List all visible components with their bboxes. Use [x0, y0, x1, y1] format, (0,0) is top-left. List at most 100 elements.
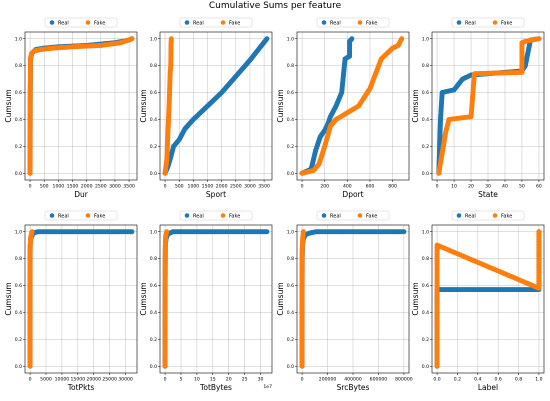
- y-tick-label: 0.0: [422, 171, 429, 177]
- legend-marker-real: [184, 20, 190, 25]
- x-tick-label: 30: [258, 377, 264, 383]
- axes-frame: [431, 224, 545, 374]
- x-tick-label: 30000: [118, 377, 133, 383]
- x-tick-label: 2000: [81, 184, 93, 190]
- axes-frame: [431, 31, 545, 181]
- series-fake: [27, 36, 135, 176]
- legend-marker-fake: [85, 213, 91, 218]
- legend-label-fake: Fake: [229, 20, 240, 26]
- series-fake: [299, 229, 306, 369]
- x-axis-label: SrcBytes: [337, 383, 370, 392]
- legend-box: [316, 17, 390, 28]
- legend-box: [179, 17, 253, 28]
- axes-frame: [159, 224, 273, 374]
- legend-marker-real: [49, 20, 55, 25]
- y-tick-label: 0.6: [150, 283, 157, 289]
- y-tick-label: 0.6: [287, 283, 294, 289]
- y-tick-label: 0.8: [422, 256, 429, 262]
- legend-label-real: Real: [465, 20, 476, 26]
- series-real: [299, 36, 355, 176]
- y-tick-label: 1.0: [15, 36, 22, 42]
- x-tick-label: 0: [301, 184, 304, 190]
- y-tick-label: 0.0: [15, 171, 22, 177]
- legend: Real Fake: [316, 17, 390, 28]
- legend-label-real: Real: [193, 20, 204, 26]
- y-axis-label: Cumsum: [276, 89, 285, 122]
- y-tick-label: 0.6: [15, 283, 22, 289]
- legend: Real Fake: [451, 17, 525, 28]
- x-tick-label: 200000: [319, 377, 337, 383]
- x-tick-label: 500: [175, 184, 184, 190]
- x-tick-label: 5: [180, 377, 183, 383]
- x-tick-label: 800000: [395, 377, 413, 383]
- data-point: [399, 36, 405, 42]
- x-tick-label: 30: [485, 184, 491, 190]
- x-tick-label: 1000: [53, 184, 65, 190]
- legend-box: [451, 210, 525, 221]
- subplot-dport: 0 200 400 600 800 0.0 0.2 0.4 0.6 0.8 1.0 Dport Cums…: [276, 17, 410, 199]
- x-tick-label: 25: [242, 377, 248, 383]
- x-tick-label: 1500: [202, 184, 214, 190]
- x-tick-label: 1500: [67, 184, 79, 190]
- x-tick-label: 50: [519, 184, 525, 190]
- y-tick-label: 0.2: [15, 337, 22, 343]
- subplot-label: 0.0 0.2 0.4 0.6 0.8 1.0 0.0 0.2 0.4 0.6 0.8 1.0 Labe…: [411, 210, 545, 392]
- legend-marker-fake: [357, 213, 363, 218]
- x-tick-label: 400000: [344, 377, 362, 383]
- data-point: [264, 229, 270, 235]
- y-tick-label: 1.0: [287, 36, 294, 42]
- y-tick-label: 0.4: [15, 117, 22, 123]
- legend-marker-fake: [492, 20, 498, 25]
- series-fake: [162, 36, 174, 176]
- x-tick-label: 0: [164, 377, 167, 383]
- x-tick-label: 400: [343, 184, 352, 190]
- x-tick-label: 500: [40, 184, 49, 190]
- legend: Real Fake: [179, 210, 253, 221]
- y-tick-label: 0.0: [422, 364, 429, 370]
- legend-marker-fake: [357, 20, 363, 25]
- y-tick-label: 0.8: [15, 63, 22, 69]
- x-tick-label: 600: [366, 184, 375, 190]
- y-tick-label: 0.2: [287, 144, 294, 150]
- y-tick-label: 0.2: [150, 337, 157, 343]
- y-tick-label: 0.8: [150, 63, 157, 69]
- legend-box: [316, 210, 390, 221]
- x-tick-label: 2500: [95, 184, 107, 190]
- legend: Real Fake: [44, 17, 118, 28]
- y-tick-label: 1.0: [150, 229, 157, 235]
- subplot-totpkts: 0 5000 10000 15000 20000 25000 30000 0.0 0.2 0.4 0…: [4, 210, 138, 392]
- y-tick-label: 0.6: [422, 283, 429, 289]
- x-tick-label: 200: [320, 184, 329, 190]
- y-tick-label: 0.8: [287, 63, 294, 69]
- y-tick-label: 0.8: [287, 256, 294, 262]
- x-tick-label: 0.0: [433, 377, 440, 383]
- x-tick-label: 3000: [109, 184, 121, 190]
- series-fake: [27, 229, 35, 369]
- x-tick-label: 60: [536, 184, 542, 190]
- legend: Real Fake: [179, 17, 253, 28]
- y-tick-label: 0.0: [15, 364, 22, 370]
- x-tick-label: 0.4: [474, 377, 481, 383]
- y-tick-label: 0.2: [422, 337, 429, 343]
- y-tick-label: 1.0: [150, 36, 157, 42]
- y-axis-label: Cumsum: [411, 282, 420, 315]
- legend-marker-real: [49, 213, 55, 218]
- x-axis-label: Dur: [74, 190, 89, 199]
- legend-marker-real: [321, 20, 327, 25]
- x-tick-label: 10000: [55, 377, 70, 383]
- y-tick-label: 0.2: [287, 337, 294, 343]
- y-axis-label: Cumsum: [411, 89, 420, 122]
- y-tick-label: 1.0: [422, 229, 429, 235]
- x-axis-label: Sport: [206, 190, 226, 199]
- legend-box: [451, 17, 525, 28]
- y-tick-label: 1.0: [287, 229, 294, 235]
- legend-box: [44, 210, 118, 221]
- x-tick-label: 10: [451, 184, 457, 190]
- x-axis-label: Label: [478, 383, 498, 392]
- x-tick-label: 600000: [370, 377, 388, 383]
- data-point: [264, 36, 270, 42]
- y-axis-label: Cumsum: [139, 89, 148, 122]
- y-tick-label: 0.4: [150, 117, 157, 123]
- legend-label-real: Real: [193, 213, 204, 219]
